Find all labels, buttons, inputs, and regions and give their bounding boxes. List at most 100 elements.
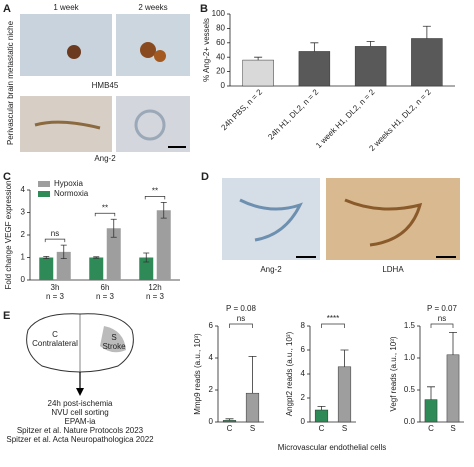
chart-title: P = 0.07 xyxy=(427,304,457,313)
y-tick-label: 1.0 xyxy=(404,353,416,362)
y-tick-label: 2 xyxy=(21,230,26,239)
y-tick-label: 6 xyxy=(301,345,306,354)
significance: ns xyxy=(237,314,245,323)
legend-swatch xyxy=(38,191,50,197)
y-axis-label: Fold change VEGF expression xyxy=(4,181,13,290)
panel-label: B xyxy=(200,3,208,15)
bar xyxy=(139,257,154,280)
y-tick-label: 0 xyxy=(221,81,226,90)
region-long: Contralateral xyxy=(32,339,78,348)
y-tick-label: 4 xyxy=(301,369,306,378)
vessel xyxy=(344,198,423,247)
significance-bracket xyxy=(44,238,66,243)
significance-bracket xyxy=(94,212,116,217)
y-axis-label: Angpt2 reads (a.u., 10³) xyxy=(285,331,294,416)
x-tick-label: 1 week H1, DL2, n = 2 xyxy=(314,87,377,150)
x-sublabel: n = 3 xyxy=(146,292,165,301)
image-label: LDHA xyxy=(382,265,404,274)
side-label: Perivascular brain metastatic niche xyxy=(6,20,15,145)
bar xyxy=(245,392,260,423)
x-tick-label: 24h PBS, n = 2 xyxy=(219,87,264,132)
protocol-step: Spitzer et al. Acta Neuropathologica 202… xyxy=(6,435,154,444)
micrograph xyxy=(222,178,320,260)
protocol-step: 24h post-ischemia xyxy=(48,399,113,408)
bar xyxy=(242,59,274,87)
significance: ns xyxy=(51,229,59,238)
bar xyxy=(89,257,104,280)
y-axis-label: Vegf reads (a.u., 10³) xyxy=(389,336,398,411)
bar xyxy=(354,46,387,87)
legend-label: Hypoxia xyxy=(54,179,83,188)
error-bar xyxy=(60,244,67,260)
y-tick-label: 1.5 xyxy=(404,321,416,330)
x-axis-label: Microvascular endothelial cells xyxy=(278,443,387,452)
micrograph xyxy=(20,14,112,76)
x-sublabel: n = 3 xyxy=(46,292,65,301)
y-tick-label: 40 xyxy=(216,52,225,61)
error-bar xyxy=(43,255,50,260)
significance-bracket xyxy=(321,323,345,328)
y-tick-label: 0 xyxy=(301,417,306,426)
x-tick-label: S xyxy=(342,424,347,433)
y-tick-label: 3 xyxy=(21,208,26,217)
y-tick-label: 4 xyxy=(21,185,26,194)
micrograph xyxy=(116,96,190,152)
y-tick-label: 0.0 xyxy=(404,417,416,426)
error-bar xyxy=(427,386,435,400)
bar xyxy=(411,38,443,87)
region-long: Stroke xyxy=(102,342,126,351)
micrograph xyxy=(20,96,112,152)
significance-bracket xyxy=(229,323,253,328)
y-axis-label: % Ang-2+ vessels xyxy=(202,18,211,82)
significance-bracket xyxy=(430,323,454,328)
panel-label: C xyxy=(3,171,11,183)
x-tick-label: C xyxy=(227,424,233,433)
bar xyxy=(337,366,352,423)
bar xyxy=(106,228,121,280)
bar xyxy=(56,251,71,280)
significance: ** xyxy=(152,186,158,195)
y-tick-label: 2 xyxy=(209,385,214,394)
y-tick-label: 60 xyxy=(216,38,225,47)
column-label: 2 weeks xyxy=(138,3,167,12)
error-bar xyxy=(422,25,431,39)
bar xyxy=(39,257,54,280)
row-label: HMB45 xyxy=(92,81,119,90)
bar xyxy=(424,399,438,423)
x-tick-label: S xyxy=(450,424,455,433)
image-label: Ang-2 xyxy=(260,265,282,274)
x-tick-label: S xyxy=(250,424,255,433)
error-bar xyxy=(248,356,257,394)
y-tick-label: 0 xyxy=(21,275,26,284)
y-tick-label: 2 xyxy=(301,393,306,402)
significance: **** xyxy=(327,314,339,323)
vessel xyxy=(34,120,101,130)
significance-bracket xyxy=(144,196,166,200)
y-tick-label: 80 xyxy=(216,24,225,33)
stain xyxy=(154,50,166,62)
error-bar xyxy=(449,332,457,355)
x-tick-label: 24h H1, DL2, n = 2 xyxy=(266,87,320,141)
error-bar xyxy=(317,406,326,410)
y-tick-label: 8 xyxy=(301,321,306,330)
error-bar xyxy=(225,418,234,421)
bar xyxy=(446,354,460,423)
micrograph xyxy=(326,178,460,260)
x-sublabel: n = 3 xyxy=(96,292,115,301)
bar xyxy=(222,420,237,423)
error-bar xyxy=(366,40,375,47)
legend-label: Normoxia xyxy=(54,189,89,198)
stain xyxy=(67,45,81,59)
bar xyxy=(156,210,171,280)
protocol-step: EPAM-ia xyxy=(65,417,97,426)
error-bar xyxy=(93,256,100,259)
y-tick-label: 100 xyxy=(212,9,226,18)
y-tick-label: 0 xyxy=(209,417,214,426)
error-bar xyxy=(110,218,117,238)
bar xyxy=(314,409,329,423)
y-tick-label: 20 xyxy=(216,67,225,76)
vessel xyxy=(239,198,303,242)
error-bar xyxy=(254,56,263,61)
